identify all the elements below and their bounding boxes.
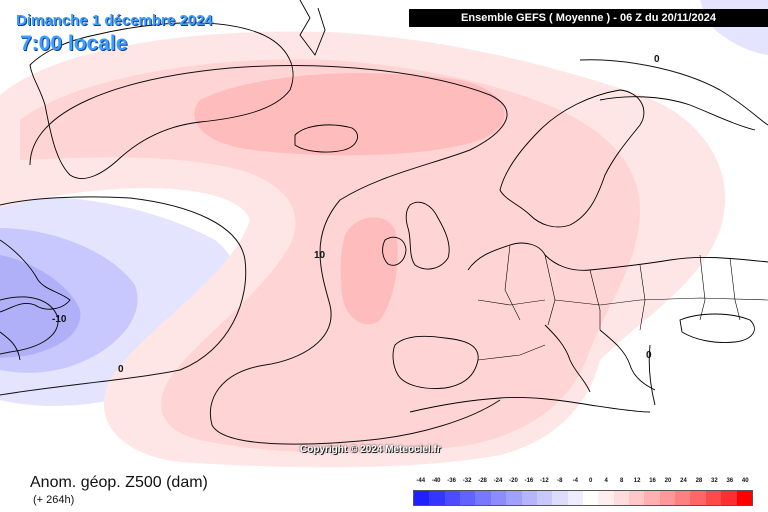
- color-scale-swatch: [598, 491, 614, 505]
- color-scale-swatch: [675, 491, 691, 505]
- color-scale-labels: -44 -40 -36 -32 -28 -24 -20 -16 -12 -8 -4 0 4 8 12 16 20…: [413, 478, 753, 488]
- contour-label: 10: [314, 250, 326, 261]
- color-scale-swatch: [567, 491, 583, 505]
- color-scale-label: 36: [726, 478, 734, 484]
- color-scale-label: -8: [557, 478, 563, 484]
- lead-time-label: (+ 264h): [33, 494, 75, 506]
- color-scale-label: -20: [509, 478, 518, 484]
- color-scale-swatch: [414, 491, 430, 505]
- color-scale-swatch: [705, 491, 722, 505]
- color-scale-bar: [413, 490, 753, 506]
- color-scale-label: -16: [524, 478, 534, 484]
- color-scale-label: -28: [478, 478, 487, 484]
- contour-label-group: 0 10 -10 0 0: [52, 54, 660, 375]
- variable-label: Anom. géop. Z500 (dam): [30, 474, 208, 491]
- positive-anomaly-area: [0, 31, 726, 468]
- model-run-banner: Ensemble GEFS ( Moyenne ) - 06 Z du 20/1…: [409, 9, 768, 27]
- color-scale-label: 0: [589, 478, 593, 484]
- color-scale-label: -24: [493, 478, 503, 484]
- color-scale-swatch: [506, 491, 522, 505]
- contour-label: -10: [52, 314, 67, 325]
- color-scale-label: -40: [431, 478, 441, 484]
- color-scale-swatch: [536, 491, 553, 505]
- color-scale-label: 24: [680, 478, 687, 484]
- color-scale-swatch: [444, 491, 461, 505]
- coastlines: [0, 0, 768, 413]
- color-scale-swatch: [429, 491, 445, 505]
- color-scale-swatch: [721, 491, 737, 505]
- color-scale-label: 8: [619, 478, 624, 484]
- color-scale-swatch: [659, 491, 676, 505]
- forecast-time: 7:00 locale: [20, 32, 128, 55]
- color-scale-label: -32: [462, 478, 472, 484]
- color-scale-label: 4: [604, 478, 608, 484]
- geopotential-anomaly-map: 0 10 -10 0 0: [0, 0, 768, 468]
- contour-lines: [0, 59, 768, 445]
- color-scale-label: -12: [540, 478, 549, 484]
- color-scale-label: 28: [695, 478, 703, 484]
- contour-label: 0: [118, 364, 124, 375]
- contour-label: 0: [654, 54, 660, 65]
- color-scale-swatch: [582, 491, 599, 505]
- color-scale-swatch: [521, 491, 537, 505]
- color-scale-label: 40: [741, 478, 749, 484]
- color-scale-swatch: [690, 491, 706, 505]
- color-scale-label: 32: [711, 478, 718, 484]
- color-scale-swatch: [736, 491, 752, 505]
- color-scale-swatch: [644, 491, 660, 505]
- copyright-notice: Copyright © 2024 Meteociel.fr: [300, 444, 441, 455]
- color-scale-swatch: [613, 491, 630, 505]
- color-scale-label: -36: [447, 478, 456, 484]
- color-scale-swatch: [490, 491, 507, 505]
- color-scale-label: 20: [664, 478, 672, 484]
- color-scale-swatch: [475, 491, 491, 505]
- color-scale-swatch: [460, 491, 476, 505]
- color-scale-label: -44: [416, 478, 426, 484]
- forecast-date: Dimanche 1 décembre 2024: [16, 12, 213, 29]
- color-scale-label: -4: [572, 478, 578, 484]
- color-scale-swatch: [629, 491, 645, 505]
- color-scale-label: 16: [649, 478, 656, 484]
- country-borders: [477, 244, 768, 361]
- color-scale-label: 12: [633, 478, 641, 484]
- color-scale-swatch: [552, 491, 568, 505]
- contour-label: 0: [646, 350, 652, 361]
